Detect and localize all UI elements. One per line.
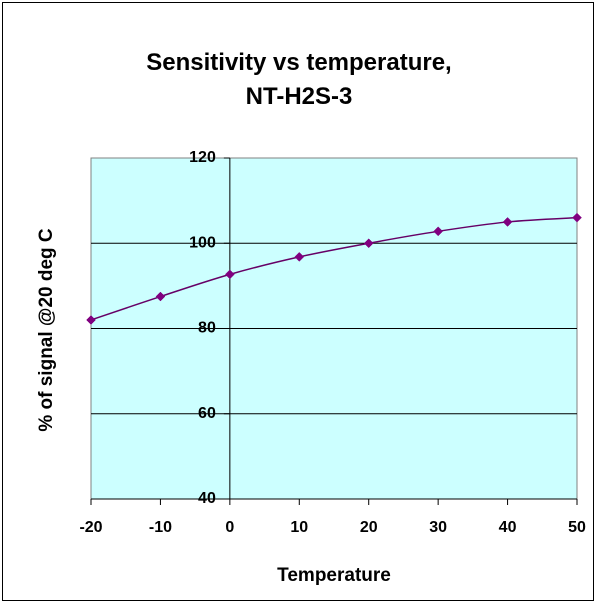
x-axis-title: Temperature [277, 565, 391, 586]
x-tick-label: -20 [79, 519, 102, 536]
tick-layer: 40 60 80 100 120 -20 -10 0 10 20 30 40 50 [79, 149, 586, 536]
x-tick-label: 30 [429, 519, 447, 536]
axis-layer [90, 157, 578, 505]
y-axis-title: % of signal @20 deg C [36, 228, 57, 432]
x-tick-label: 0 [225, 519, 234, 536]
data-point-marker [572, 212, 582, 223]
data-point-marker [502, 217, 513, 227]
y-tick-label: 40 [198, 490, 216, 507]
x-tick-label: 40 [499, 519, 517, 536]
series-layer [86, 212, 582, 325]
chart-title-line-2: NT-H2S-3 [246, 83, 353, 110]
series-line [90, 216, 578, 321]
grid-layer [91, 242, 577, 415]
y-tick-label: 120 [189, 149, 216, 166]
data-point-marker [225, 269, 235, 280]
data-point-marker [363, 238, 374, 249]
data-point-marker [433, 226, 443, 237]
x-tick-label: 20 [360, 519, 378, 536]
data-point-marker [155, 291, 166, 302]
data-point-marker [294, 252, 305, 262]
y-tick-label: 60 [198, 405, 216, 422]
y-tick-label: 100 [189, 234, 216, 251]
chart-title-line-1: Sensitivity vs temperature, [146, 49, 451, 76]
x-tick-label: 10 [290, 519, 308, 536]
data-point-marker [86, 315, 96, 325]
x-tick-label: -10 [149, 519, 172, 536]
x-tick-label: 50 [568, 519, 586, 536]
y-tick-label: 80 [198, 320, 216, 337]
